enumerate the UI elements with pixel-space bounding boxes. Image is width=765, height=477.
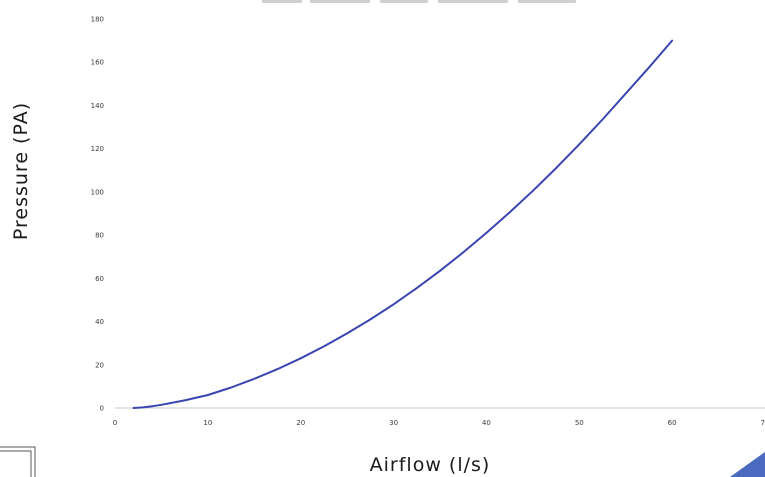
y-tick-label: 40 [95,318,104,326]
x-axis-title: Airflow (l/s) [370,454,491,476]
chart-title-remnant [310,0,370,3]
x-tick-label: 0 [113,419,117,427]
frame-fragment [0,446,36,477]
chart-title-remnant [262,0,302,3]
y-tick-label: 0 [100,405,104,413]
y-tick-label: 160 [91,59,104,67]
y-tick-label: 80 [95,232,104,240]
series-line [132,39,674,409]
y-tick-label: 20 [95,361,104,369]
y-tick-labels: 0 20 40 60 80 100 120 140 160 180 [91,16,104,413]
y-axis-title: Pressure (PA) [10,102,32,240]
y-tick-label: 120 [91,145,104,153]
chart-title-remnant [380,0,428,3]
x-tick-label: 20 [296,419,305,427]
y-tick-label: 140 [91,102,104,110]
y-tick-label: 100 [91,188,104,196]
corner-accent-shape [730,452,765,477]
y-tick-label: 60 [95,275,104,283]
chart-title-remnant [438,0,508,3]
x-tick-label: 30 [389,419,398,427]
x-tick-label: 60 [668,419,677,427]
x-tick-label: 50 [575,419,584,427]
x-tick-label: 40 [482,419,491,427]
series-layer [132,39,674,409]
x-tick-label: 70 [761,419,765,427]
y-tick-label: 180 [91,16,104,24]
chart-title-remnant [518,0,576,3]
x-tick-label: 10 [203,419,212,427]
x-tick-labels: 0 10 20 30 40 50 60 70 [113,419,765,427]
